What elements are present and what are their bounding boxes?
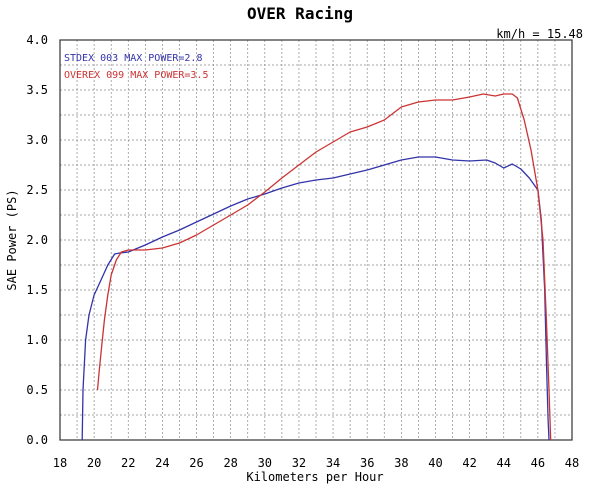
y-tick-label: 2.5 xyxy=(26,183,48,197)
x-tick-label: 26 xyxy=(189,456,203,470)
x-tick-label: 36 xyxy=(360,456,374,470)
x-tick-label: 28 xyxy=(223,456,237,470)
legend-entry-stdex: STDEX 003 MAX POWER=2.8 xyxy=(64,53,202,64)
y-tick-label: 4.0 xyxy=(26,33,48,47)
x-tick-label: 24 xyxy=(155,456,169,470)
y-tick-label: 3.0 xyxy=(26,133,48,147)
chart-title: OVER Racing xyxy=(247,4,353,23)
x-tick-label: 38 xyxy=(394,456,408,470)
x-tick-label: 34 xyxy=(326,456,340,470)
x-tick-labels: 18 20 22 24 26 28 30 32 34 36 38 40 42 44 46 48 xyxy=(53,456,579,470)
y-tick-label: 2.0 xyxy=(26,233,48,247)
x-tick-label: 30 xyxy=(258,456,272,470)
series-line-overex xyxy=(96,93,552,441)
y-tick-label: 1.0 xyxy=(26,333,48,347)
y-axis-label: SAE Power (PS) xyxy=(5,189,19,290)
x-tick-label: 22 xyxy=(121,456,135,470)
x-tick-label: 44 xyxy=(497,456,511,470)
y-tick-label: 0.0 xyxy=(26,433,48,447)
y-tick-label: 0.5 xyxy=(26,383,48,397)
x-tick-label: 48 xyxy=(565,456,579,470)
x-tick-label: 46 xyxy=(531,456,545,470)
series-line-stdex xyxy=(81,156,550,441)
series-layer xyxy=(81,93,552,441)
x-tick-label: 40 xyxy=(428,456,442,470)
speed-annotation: km/h = 15.48 xyxy=(496,27,583,41)
x-tick-label: 20 xyxy=(87,456,101,470)
grid-lines xyxy=(59,39,573,441)
plot-frame xyxy=(59,39,573,441)
x-tick-label: 32 xyxy=(292,456,306,470)
y-tick-labels: 0.0 0.5 1.0 1.5 2.0 2.5 3.0 3.5 4.0 xyxy=(26,33,48,447)
legend-entry-overex: OVEREX 099 MAX POWER=3.5 xyxy=(64,70,209,81)
x-tick-label: 18 xyxy=(53,456,67,470)
y-tick-label: 1.5 xyxy=(26,283,48,297)
x-tick-label: 42 xyxy=(462,456,476,470)
y-tick-label: 3.5 xyxy=(26,83,48,97)
x-axis-label: Kilometers per Hour xyxy=(246,470,383,484)
